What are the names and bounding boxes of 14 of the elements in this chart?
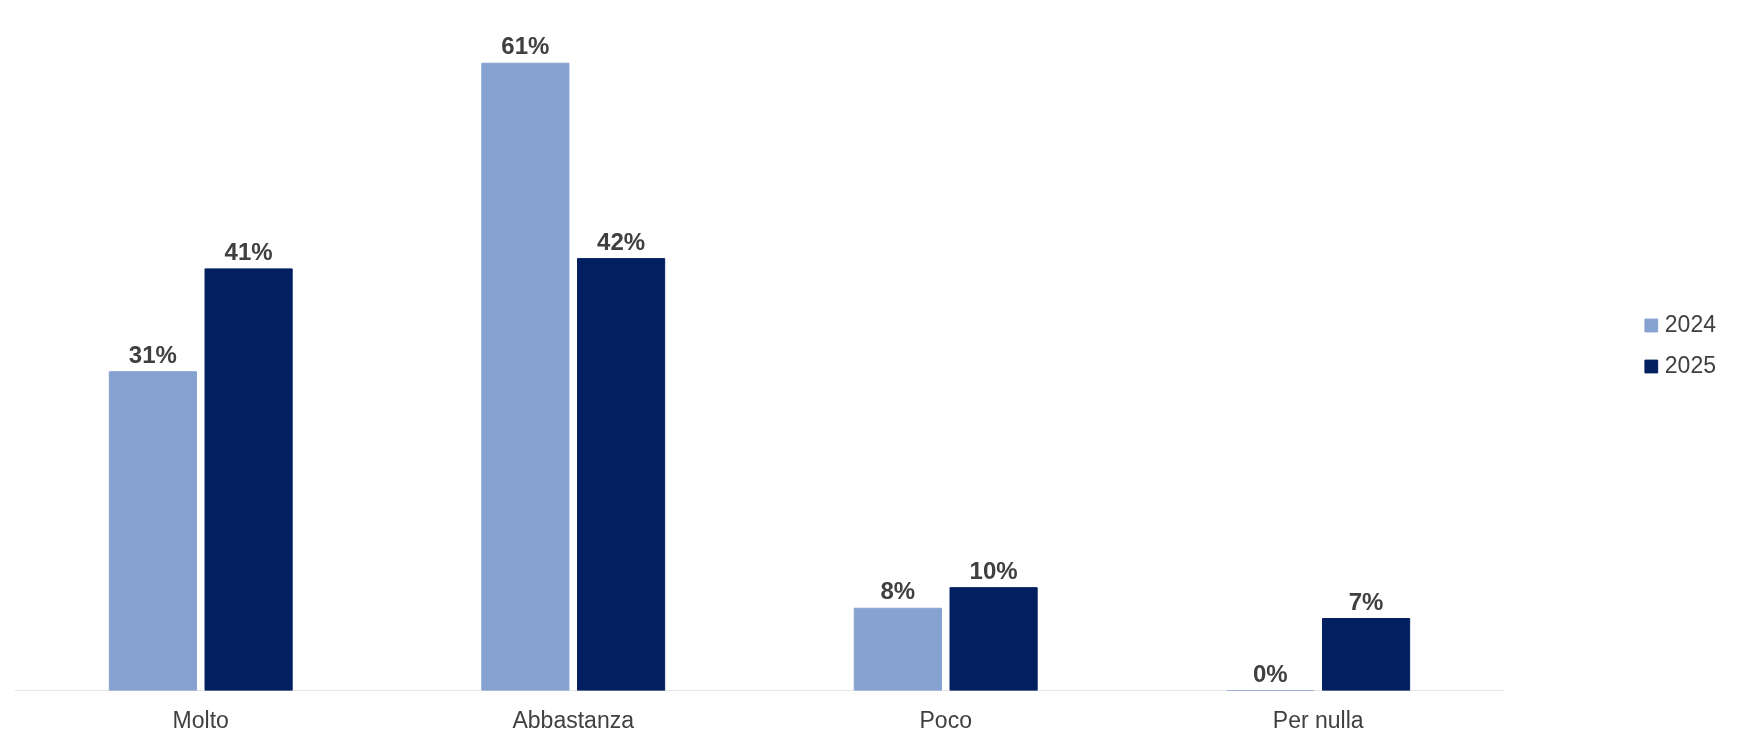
x-tick-label: Abbastanza	[512, 706, 635, 733]
x-tick-label: Poco	[919, 706, 972, 733]
data-label: 0%	[1253, 659, 1288, 687]
data-label: 42%	[597, 227, 646, 255]
x-tick-label: Per nulla	[1272, 706, 1364, 733]
data-label: 7%	[1348, 587, 1384, 615]
data-label: 61%	[501, 32, 550, 60]
data-label: 10%	[969, 556, 1018, 584]
data-label: 41%	[224, 237, 273, 265]
data-label: 31%	[128, 340, 177, 368]
legend-label: 2025	[1664, 352, 1716, 379]
data-label: 8%	[880, 577, 916, 605]
legend-label: 2024	[1664, 311, 1716, 338]
x-tick-label: Molto	[172, 706, 229, 733]
